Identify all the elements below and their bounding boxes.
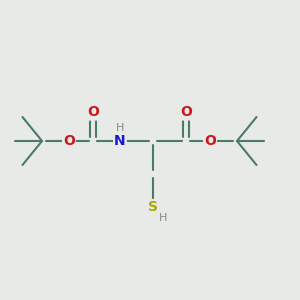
Text: H: H [159,213,168,224]
Text: O: O [63,134,75,148]
Text: O: O [180,106,192,119]
Text: S: S [148,200,158,214]
Text: O: O [87,106,99,119]
Text: H: H [116,123,124,134]
Text: O: O [204,134,216,148]
Text: N: N [114,134,126,148]
